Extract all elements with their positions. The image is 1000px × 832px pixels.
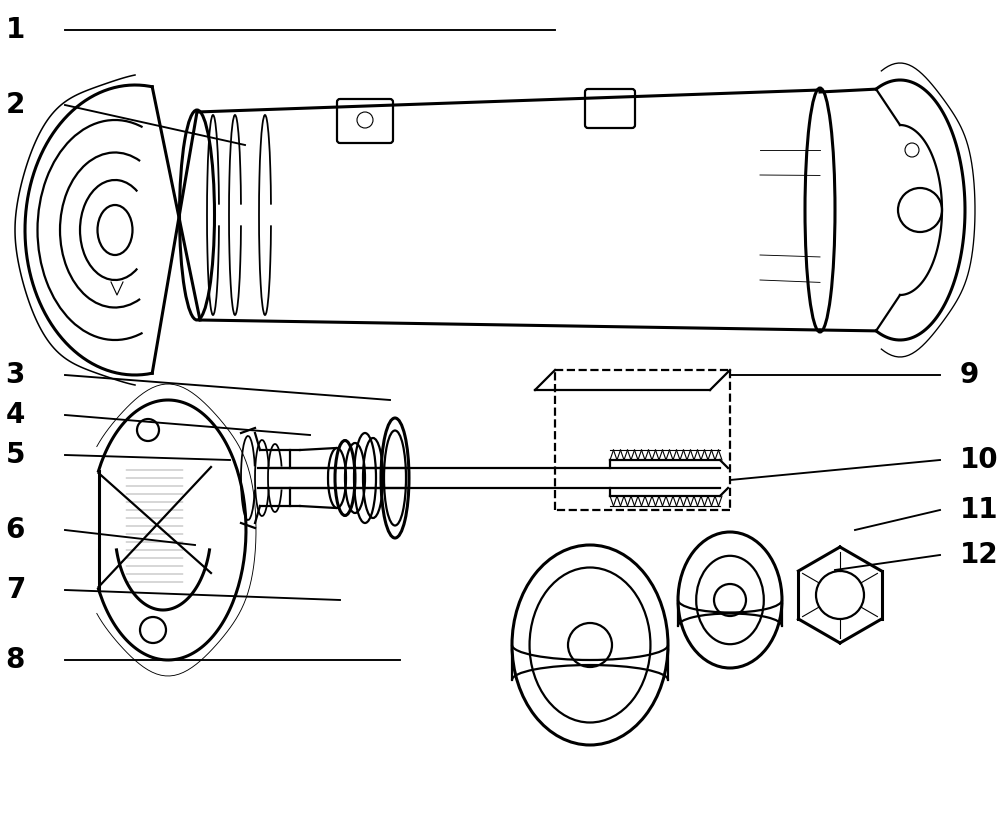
Text: 11: 11: [960, 496, 998, 524]
Text: 1: 1: [6, 16, 25, 44]
Text: 10: 10: [960, 446, 999, 474]
Text: 3: 3: [6, 361, 25, 389]
Text: 4: 4: [6, 401, 25, 429]
Text: 12: 12: [960, 541, 999, 569]
Text: 5: 5: [6, 441, 25, 469]
Text: 9: 9: [960, 361, 979, 389]
Text: 6: 6: [6, 516, 25, 544]
Text: 8: 8: [6, 646, 25, 674]
Text: 2: 2: [6, 91, 25, 119]
Text: 7: 7: [6, 576, 25, 604]
